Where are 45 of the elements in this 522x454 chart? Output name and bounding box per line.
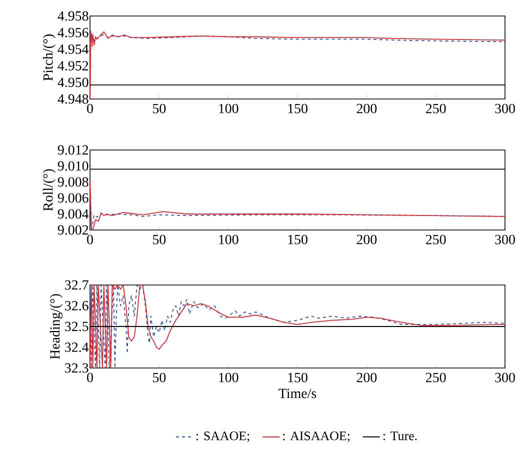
x-tick-label: 300: [495, 372, 515, 382]
y-tick-label: 32.5: [65, 322, 88, 332]
legend-label: : SAAOE;: [196, 432, 250, 442]
x-tick-label: 250: [426, 372, 446, 382]
x-tick-label: 200: [356, 104, 377, 114]
x-tick-label: 100: [219, 234, 238, 244]
x-tick-label: 0: [87, 372, 93, 382]
y-tick-label: 4.950: [58, 78, 88, 88]
x-tick-label: 0: [87, 104, 93, 114]
x-tick-label: 150: [288, 372, 308, 382]
x-tick-label: 50: [153, 104, 166, 114]
y-axis-title: Heading/(°): [50, 294, 63, 360]
legend-label: : Ture.: [383, 432, 417, 440]
y-tick-label: 4.948: [58, 94, 88, 104]
y-axis-title: Roll/(°): [42, 169, 56, 211]
y-tick-label: 9.002: [58, 225, 88, 235]
y-tick-label: 32.3: [65, 363, 88, 373]
y-tick-label: 4.956: [58, 28, 88, 38]
x-axis-title: Time/s: [278, 388, 316, 398]
y-tick-label: 32.6: [65, 301, 88, 310]
x-tick-label: 50: [153, 372, 166, 382]
x-tick-label: 50: [153, 234, 166, 244]
y-tick-label: 9.012: [58, 145, 88, 155]
y-axis-title: Pitch/(°): [42, 34, 56, 81]
x-tick-label: 200: [356, 234, 377, 244]
y-tick-label: 32.7: [65, 280, 88, 290]
x-tick-label: 100: [219, 104, 238, 114]
x-tick-label: 0: [87, 234, 93, 244]
y-tick-label: 9.008: [58, 177, 88, 187]
y-tick-label: 9.010: [58, 161, 88, 171]
y-tick-label: 9.006: [58, 193, 88, 203]
x-tick-label: 250: [426, 234, 446, 244]
x-tick-label: 300: [495, 104, 515, 114]
y-tick-label: 9.004: [58, 209, 89, 219]
x-tick-label: 100: [219, 372, 238, 382]
x-tick-label: 150: [288, 104, 308, 114]
x-tick-label: 200: [356, 372, 377, 382]
y-tick-label: 4.958: [58, 11, 88, 21]
x-tick-label: 300: [495, 234, 515, 244]
x-tick-label: 250: [426, 104, 446, 114]
y-tick-label: 32.4: [65, 342, 89, 352]
y-tick-label: 4.952: [58, 61, 88, 71]
x-tick-label: 150: [288, 234, 308, 244]
legend-label: : AISAAOE;: [283, 432, 350, 442]
y-tick-label: 4.954: [58, 44, 89, 54]
